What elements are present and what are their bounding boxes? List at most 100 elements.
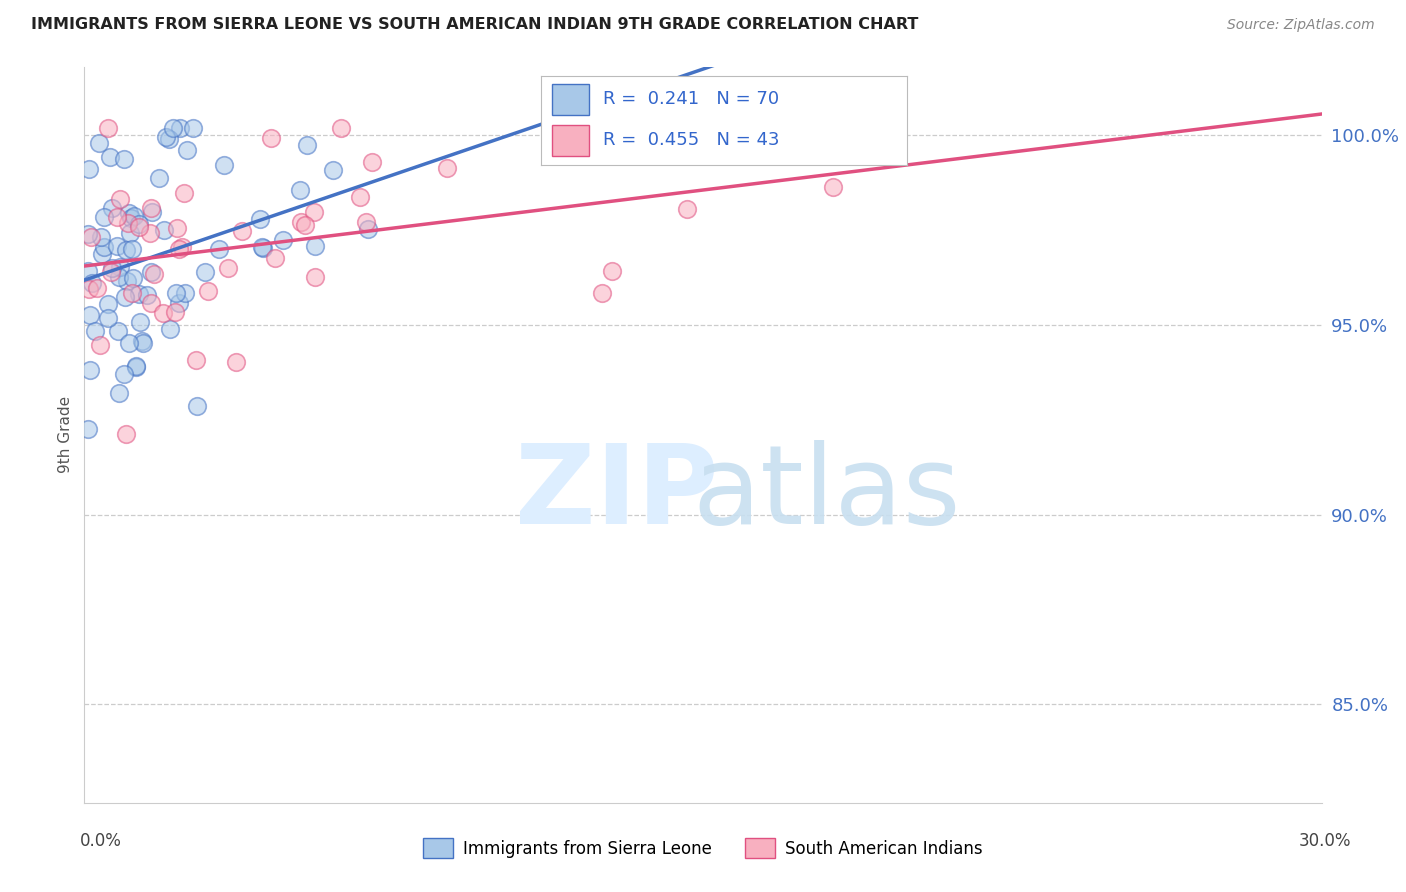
Point: [100, 264, 122, 278]
Text: R =  0.241   N = 70: R = 0.241 N = 70: [603, 90, 779, 108]
Point: [110, 193, 132, 207]
Point: [176, 143, 198, 157]
Point: [141, 296, 163, 310]
Point: [114, 243, 136, 257]
Point: [79, 363, 101, 377]
Point: [105, 211, 128, 225]
Point: [264, 251, 287, 265]
Point: [252, 240, 274, 254]
Point: [360, 155, 382, 169]
Point: [121, 285, 143, 300]
Point: [143, 267, 166, 281]
Text: R =  0.455   N = 43: R = 0.455 N = 43: [603, 131, 780, 149]
Text: IMMIGRANTS FROM SIERRA LEONE VS SOUTH AMERICAN INDIAN 9TH GRADE CORRELATION CHAR: IMMIGRANTS FROM SIERRA LEONE VS SOUTH AM…: [31, 17, 918, 31]
Point: [304, 239, 326, 253]
Point: [208, 242, 231, 256]
Point: [304, 270, 326, 285]
Point: [108, 260, 131, 274]
Point: [138, 226, 160, 240]
Point: [132, 336, 155, 351]
Text: 30.0%: 30.0%: [1298, 831, 1351, 849]
Point: [181, 120, 204, 135]
Point: [120, 211, 142, 225]
Point: [117, 217, 139, 231]
Point: [115, 275, 138, 289]
Point: [330, 120, 353, 135]
Point: [80, 229, 103, 244]
Point: [136, 287, 159, 301]
Point: [107, 386, 129, 401]
Point: [152, 306, 174, 320]
Point: [108, 270, 131, 285]
Point: [98, 150, 121, 164]
Point: [436, 161, 458, 176]
Point: [322, 162, 344, 177]
Point: [153, 223, 176, 237]
Text: ZIP: ZIP: [515, 441, 718, 547]
Point: [252, 241, 274, 255]
Point: [184, 353, 207, 368]
Point: [93, 240, 115, 254]
Point: [186, 399, 208, 413]
Point: [349, 190, 371, 204]
Point: [166, 220, 188, 235]
Point: [121, 271, 143, 285]
Text: atlas: atlas: [693, 441, 960, 547]
Point: [571, 120, 593, 135]
Point: [304, 205, 326, 219]
Point: [128, 220, 150, 235]
Point: [249, 212, 271, 227]
Point: [86, 281, 108, 295]
Point: [172, 240, 194, 254]
Point: [169, 242, 191, 256]
Point: [101, 260, 124, 275]
Point: [354, 215, 377, 229]
Point: [356, 222, 378, 236]
Point: [159, 321, 181, 335]
Point: [89, 337, 111, 351]
Point: [163, 305, 186, 319]
Point: [194, 265, 217, 279]
Point: [79, 308, 101, 322]
Text: 0.0%: 0.0%: [80, 831, 122, 849]
Point: [97, 310, 120, 325]
Point: [97, 297, 120, 311]
Point: [121, 242, 143, 256]
Point: [288, 183, 311, 197]
Y-axis label: 9th Grade: 9th Grade: [58, 396, 73, 474]
Point: [295, 137, 318, 152]
Point: [112, 152, 135, 166]
Point: [290, 215, 312, 229]
Point: [77, 263, 100, 277]
Point: [79, 282, 101, 296]
Point: [112, 368, 135, 382]
Point: [118, 335, 141, 350]
Point: [165, 285, 187, 300]
Legend: Immigrants from Sierra Leone, South American Indians: Immigrants from Sierra Leone, South Amer…: [416, 832, 990, 864]
Point: [93, 211, 115, 225]
Point: [260, 131, 283, 145]
Point: [128, 217, 150, 231]
Point: [155, 130, 177, 145]
Point: [114, 290, 136, 304]
Point: [118, 206, 141, 220]
Point: [77, 422, 100, 436]
Point: [821, 180, 844, 194]
Point: [125, 360, 148, 375]
Point: [162, 120, 184, 135]
Point: [77, 227, 100, 241]
Point: [101, 201, 124, 215]
Point: [90, 230, 112, 244]
Point: [271, 234, 294, 248]
Point: [676, 202, 699, 216]
Point: [125, 359, 148, 374]
Point: [139, 201, 162, 215]
Point: [139, 265, 162, 279]
Point: [128, 286, 150, 301]
Point: [167, 296, 190, 310]
Point: [89, 136, 111, 150]
Point: [79, 161, 101, 176]
Point: [225, 354, 247, 368]
Bar: [553, 125, 589, 156]
Point: [294, 218, 316, 232]
